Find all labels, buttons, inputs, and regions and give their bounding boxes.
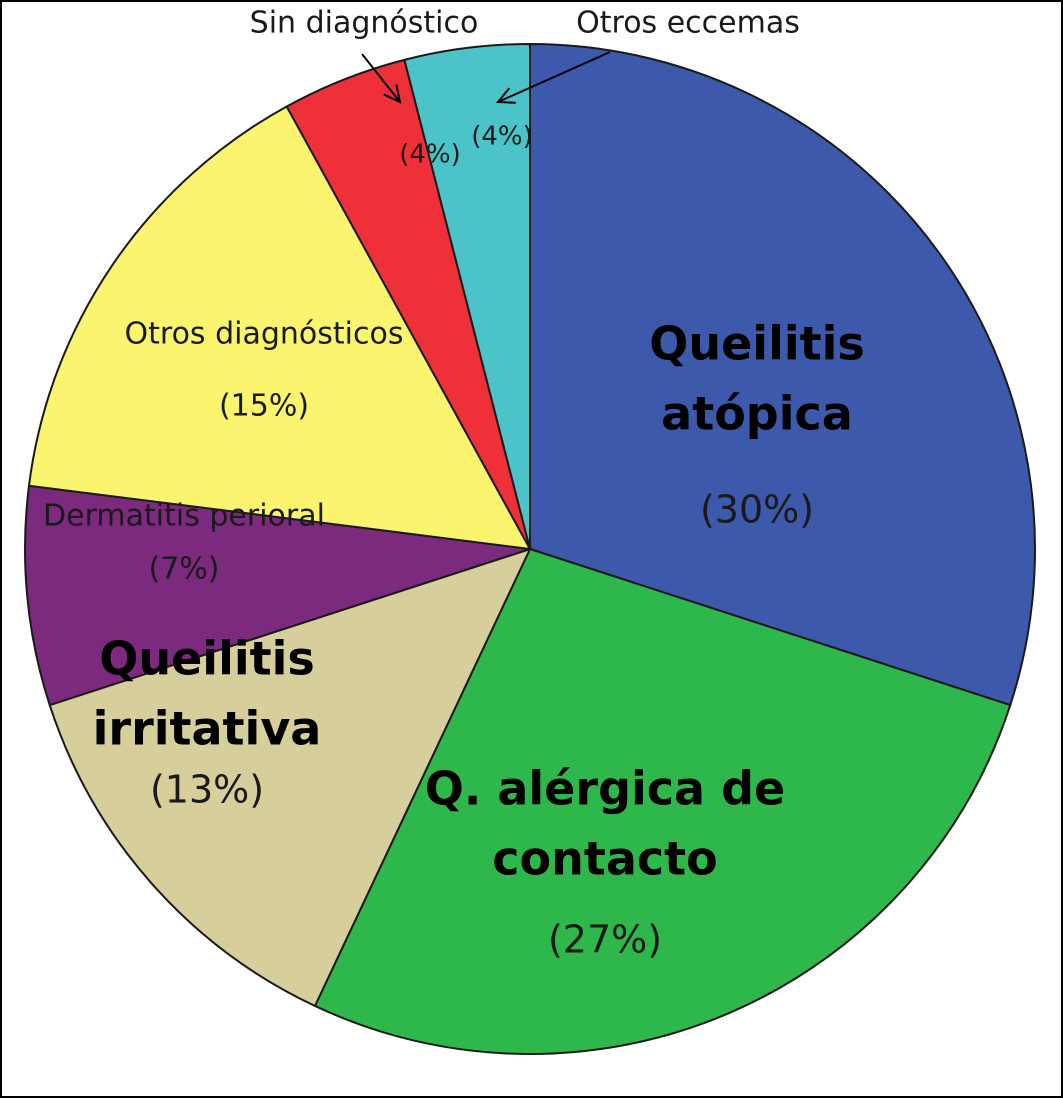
pie-slice-q-alergica-de-contacto — [313, 547, 1012, 1055]
slice-label-sin-diagnostico: Sin diagnóstico — [250, 6, 479, 41]
slice-label-q-alergica-de-contacto-line-2: contacto — [492, 832, 718, 886]
slice-value-otros-diagnosticos: (15%) — [219, 389, 309, 424]
slice-label-dermatitis-perioral: Dermatitis perioral — [43, 499, 325, 534]
slice-label-queilitis-atopica-line-1: Queilitis — [649, 317, 865, 371]
slice-value-queilitis-atopica: (30%) — [700, 488, 814, 532]
slice-value-dermatitis-perioral: (7%) — [148, 552, 219, 587]
slice-label-otros-diagnosticos: Otros diagnósticos — [125, 317, 404, 352]
pie-slice-otros-diagnosticos — [27, 105, 532, 551]
slice-label-queilitis-irritativa-line-2: irritativa — [93, 702, 322, 756]
arrowhead-otros-eccemas — [495, 87, 516, 104]
slice-value-sin-diagnostico: (4%) — [399, 140, 461, 170]
pie-labels: Queilitis atópica (30%) Q. alérgica de conta… — [43, 6, 865, 962]
slice-label-queilitis-atopica-line-2: atópica — [661, 387, 853, 441]
slice-label-otros-eccemas: Otros eccemas — [576, 6, 800, 41]
slice-value-otros-eccemas: (4%) — [471, 122, 533, 152]
slice-label-queilitis-irritativa-line-1: Queilitis — [99, 632, 315, 686]
arrowhead-sin-diagnostico — [383, 84, 402, 104]
slice-value-queilitis-irritativa: (13%) — [150, 768, 264, 812]
slice-label-q-alergica-de-contacto-line-1: Q. alérgica de — [425, 762, 785, 816]
slice-value-q-alergica-de-contacto: (27%) — [548, 918, 662, 962]
leader-line-sin-diagnostico — [361, 53, 401, 103]
pie-slice-dermatitis-perioral — [24, 484, 531, 707]
pie-slice-queilitis-atopica — [529, 42, 1036, 707]
pie-slices — [24, 42, 1036, 1055]
pie-slice-otros-eccemas — [403, 42, 531, 550]
pie-slice-queilitis-irritativa — [48, 547, 532, 1008]
leader-line-otros-eccemas — [497, 51, 611, 103]
